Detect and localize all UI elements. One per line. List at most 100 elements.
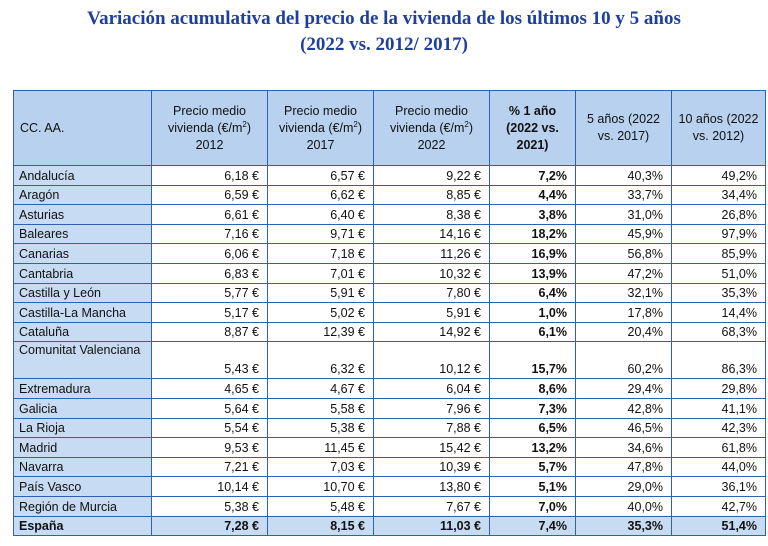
cell-y10: 35,3% xyxy=(671,282,766,304)
cell-y5: 40,0% xyxy=(575,495,672,517)
header-one-year: % 1 año (2022 vs. 2021) xyxy=(489,90,576,166)
cell-p2022: 7,67 € xyxy=(373,495,490,517)
cell-p2012: 6,61 € xyxy=(151,204,268,225)
region-name: La Rioja xyxy=(13,417,152,439)
table-row: Comunitat Valenciana 5,43 €6,32 €10,12 €1… xyxy=(13,341,766,380)
cell-p2022: 7,96 € xyxy=(373,397,490,419)
cell-p2012: 10,14 € xyxy=(151,476,268,497)
cell-p2022: 6,04 € xyxy=(373,378,490,399)
cell-y5: 47,2% xyxy=(575,262,672,284)
table-row: Andalucía 6,18 €6,57 €9,22 €7,2% 40,3% 49,2… xyxy=(13,165,766,186)
region-name: Cantabria xyxy=(13,262,152,284)
cell-p2012: 5,17 € xyxy=(151,302,268,323)
cell-y1: 8,6% xyxy=(489,378,576,399)
table-row: Baleares 7,16 €9,71 €14,16 €18,2% 45,9% 97,… xyxy=(13,223,766,245)
cell-p2022: 8,85 € xyxy=(373,184,490,206)
header-ten-years: 10 años (2022 vs. 2012) xyxy=(671,90,766,166)
cell-y5: 56,8% xyxy=(575,243,672,264)
cell-y10: 36,1% xyxy=(671,476,766,497)
cell-y10: 49,2% xyxy=(671,165,766,186)
cell-p2017: 5,91 € xyxy=(267,282,374,304)
cell-p2017: 7,18 € xyxy=(267,243,374,264)
table-row: Navarra 7,21 €7,03 €10,39 €5,7% 47,8% 44,0% xyxy=(13,456,766,478)
cell-y1: 3,8% xyxy=(489,204,576,225)
cell-y5: 45,9% xyxy=(575,223,672,245)
region-name: País Vasco xyxy=(13,476,152,497)
cell-p2017: 6,57 € xyxy=(267,165,374,186)
cell-p2022: 7,80 € xyxy=(373,282,490,304)
cell-p2017: 11,45 € xyxy=(267,437,374,458)
cell-y10: 68,3% xyxy=(671,321,766,343)
cell-p2012: 9,53 € xyxy=(151,437,268,458)
cell-y1: 13,9% xyxy=(489,262,576,284)
cell-p2017: 12,39 € xyxy=(267,321,374,343)
table-row: La Rioja 5,54 €5,38 €7,88 €6,5% 46,5% 42,3% xyxy=(13,417,766,439)
cell-p2017: 8,15 € xyxy=(267,515,374,537)
cell-p2012: 6,18 € xyxy=(151,165,268,186)
cell-y10: 51,0% xyxy=(671,262,766,284)
table-row: Cataluña 8,87 €12,39 €14,92 €6,1% 20,4% 68,… xyxy=(13,321,766,343)
cell-p2017: 6,62 € xyxy=(267,184,374,206)
table-row: Castilla-La Mancha 5,17 €5,02 €5,91 €1,0%… xyxy=(13,302,766,323)
cell-p2017: 10,70 € xyxy=(267,476,374,497)
cell-y1: 16,9% xyxy=(489,243,576,264)
cell-y10: 51,4% xyxy=(671,515,766,537)
table-body: Andalucía 6,18 €6,57 €9,22 €7,2% 40,3% 49,2… xyxy=(13,165,766,537)
region-name: Castilla-La Mancha xyxy=(13,302,152,323)
header-five-years: 5 años (2022 vs. 2017) xyxy=(575,90,672,166)
cell-p2012: 4,65 € xyxy=(151,378,268,399)
cell-y5: 32,1% xyxy=(575,282,672,304)
cell-y10: 85,9% xyxy=(671,243,766,264)
cell-p2022: 10,39 € xyxy=(373,456,490,478)
cell-y10: 86,3% xyxy=(671,341,766,380)
cell-y10: 44,0% xyxy=(671,456,766,478)
cell-y5: 42,8% xyxy=(575,397,672,419)
header-row: CC. AA. Precio medio vivienda (€/m2) 2012… xyxy=(13,90,766,166)
cell-p2017: 6,32 € xyxy=(267,341,374,380)
cell-y1: 13,2% xyxy=(489,437,576,458)
cell-y10: 41,1% xyxy=(671,397,766,419)
region-name: Madrid xyxy=(13,437,152,458)
region-name: Castilla y León xyxy=(13,282,152,304)
cell-p2012: 7,16 € xyxy=(151,223,268,245)
cell-y5: 33,7% xyxy=(575,184,672,206)
region-name: Comunitat Valenciana xyxy=(13,341,152,380)
cell-p2022: 7,88 € xyxy=(373,417,490,439)
region-name: Canarias xyxy=(13,243,152,264)
region-name: Aragón xyxy=(13,184,152,206)
title-line-1: Variación acumulativa del precio de la v… xyxy=(87,8,681,29)
cell-y1: 6,1% xyxy=(489,321,576,343)
cell-y10: 14,4% xyxy=(671,302,766,323)
cell-y1: 7,0% xyxy=(489,495,576,517)
cell-y5: 29,4% xyxy=(575,378,672,399)
cell-y1: 15,7% xyxy=(489,341,576,380)
cell-p2012: 5,64 € xyxy=(151,397,268,419)
cell-y1: 7,4% xyxy=(489,515,576,537)
cell-y1: 6,4% xyxy=(489,282,576,304)
region-name: Navarra xyxy=(13,456,152,478)
table-row: Asturias 6,61 €6,40 €8,38 €3,8% 31,0% 26,8% xyxy=(13,204,766,225)
cell-y5: 35,3% xyxy=(575,515,672,537)
table-row: Canarias 6,06 €7,18 €11,26 €16,9% 56,8% 85,… xyxy=(13,243,766,264)
cell-p2012: 7,21 € xyxy=(151,456,268,478)
cell-y1: 5,7% xyxy=(489,456,576,478)
cell-p2012: 6,83 € xyxy=(151,262,268,284)
region-name: Andalucía xyxy=(13,165,152,186)
region-name: Galicia xyxy=(13,397,152,419)
cell-p2022: 11,03 € xyxy=(373,515,490,537)
title-line-2: (2022 vs. 2012/ 2017) xyxy=(300,34,468,55)
cell-p2012: 6,59 € xyxy=(151,184,268,206)
cell-y5: 29,0% xyxy=(575,476,672,497)
cell-p2017: 7,03 € xyxy=(267,456,374,478)
table-row: Región de Murcia 5,38 €5,48 €7,67 €7,0% 40… xyxy=(13,495,766,517)
cell-p2012: 7,28 € xyxy=(151,515,268,537)
header-price-2012: Precio medio vivienda (€/m2) 2012 xyxy=(151,90,268,166)
cell-p2012: 5,43 € xyxy=(151,341,268,380)
table-row: Extremadura 4,65 €4,67 €6,04 €8,6% 29,4% 29… xyxy=(13,378,766,399)
cell-p2022: 15,42 € xyxy=(373,437,490,458)
cell-y1: 1,0% xyxy=(489,302,576,323)
cell-p2022: 8,38 € xyxy=(373,204,490,225)
table-row: Aragón 6,59 €6,62 €8,85 €4,4% 33,7% 34,4% xyxy=(13,184,766,206)
cell-y5: 60,2% xyxy=(575,341,672,380)
table-row: País Vasco 10,14 €10,70 €13,80 €5,1% 29,0%… xyxy=(13,476,766,497)
